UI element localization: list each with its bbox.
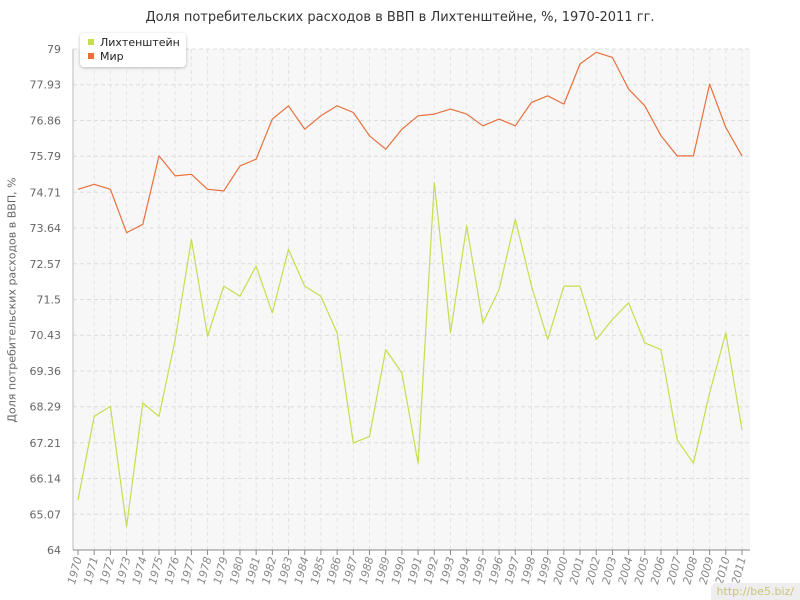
y-tick-label: 64	[47, 544, 61, 557]
y-tick-label: 71.5	[37, 294, 62, 307]
y-tick-label: 69.36	[30, 365, 62, 378]
y-tick-label: 76.86	[30, 114, 62, 127]
y-tick-label: 68.29	[30, 401, 62, 414]
y-tick-label: 65.07	[30, 508, 62, 521]
y-tick-label: 79	[47, 43, 61, 56]
legend: Лихтенштейн Мир	[80, 33, 186, 67]
y-tick-label: 77.93	[30, 79, 62, 92]
y-tick-label: 67.21	[30, 437, 62, 450]
series-line-world	[77, 51, 743, 234]
y-tick-label: 75.79	[30, 150, 62, 163]
y-tick-label: 66.14	[30, 473, 62, 486]
y-axis-ticks: 64 65.07 66.14 67.21 68.29 69.36 70.43 71.5 72.5…	[30, 43, 62, 557]
y-tick-label: 74.71	[30, 186, 62, 199]
chart-title: Доля потребительских расходов в ВВП в Ли…	[145, 10, 655, 25]
y-tick-label: 72.57	[30, 258, 62, 271]
legend-item-world[interactable]: Мир	[88, 50, 124, 64]
y-tick-label: 70.43	[30, 329, 62, 342]
series-lines	[77, 51, 743, 528]
y-axis-label: Доля потребительских расходов в ВВП, %	[5, 177, 19, 423]
legend-item-liechtenstein[interactable]: Лихтенштейн	[88, 36, 180, 50]
series-line-liechtenstein	[77, 182, 743, 528]
y-tick-label: 73.64	[30, 222, 62, 235]
legend-swatch-world	[88, 53, 94, 59]
legend-label-liechtenstein: Лихтенштейн	[100, 36, 180, 49]
legend-swatch-liechtenstein	[88, 39, 94, 45]
legend-label-world: Мир	[100, 50, 124, 63]
watermark-link[interactable]: http://be5.biz/	[710, 583, 800, 600]
